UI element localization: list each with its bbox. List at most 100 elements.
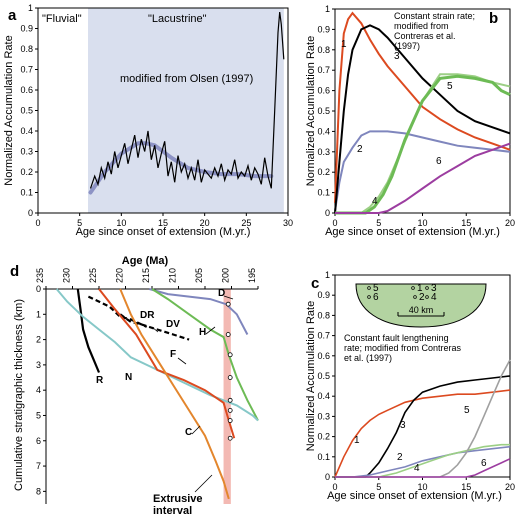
d-marker [227, 408, 233, 413]
c-series-1 [334, 389, 511, 478]
b-series-6 [335, 142, 511, 214]
panel-d-ylabel: Cumulative stratigraphic thickness (km) [13, 299, 25, 491]
d-curve-label: DV [166, 319, 180, 330]
c-series-4 [335, 443, 510, 478]
d-marker [227, 375, 233, 380]
a-x-tick-label: 10 [116, 218, 126, 228]
panel-b-xlabel: Age since onset of extension (M.yr.) [325, 226, 500, 238]
b-y-tick-label: 1 [325, 4, 330, 14]
d-curve-label: H [199, 327, 206, 338]
d-x-tick-label: 215 [141, 268, 151, 283]
c-x-tick-label: 10 [417, 482, 427, 492]
inset-point [367, 286, 371, 290]
inset-point-label: 3 [431, 283, 437, 294]
panel-a-letter: a [8, 7, 17, 24]
b-y-tick-label: 0.4 [317, 126, 330, 136]
a-y-tick-label: 0.3 [20, 147, 33, 157]
b-x-tick-label: 20 [505, 218, 515, 228]
d-marker [227, 418, 233, 423]
d-marker [225, 301, 231, 307]
region-label-fluvial: "Fluvial" [42, 13, 82, 25]
d-x-tick-label: 195 [247, 268, 257, 283]
b-series-2 [334, 130, 511, 212]
d-leader-line [223, 295, 234, 300]
c-series-2 [335, 445, 511, 478]
d-marker [227, 352, 233, 358]
a-x-tick-label: 0 [35, 218, 40, 228]
d-series-H [151, 288, 259, 421]
lacustrine-shading [88, 8, 284, 213]
a-y-tick-label: 0.8 [20, 44, 33, 54]
extrusive-interval-label: Extrusive interval [153, 493, 203, 516]
panel-d: 235 230 225 220 215 210 205 200 195 0 1 2 3 4 5 6 7 8 d Age… [10, 255, 259, 516]
c-curve-label: 2 [397, 452, 403, 463]
b-y-tick-label: 0.6 [317, 86, 330, 96]
panel-c-xlabel: Age since onset of extension (M.yr.) [327, 490, 502, 502]
d-y-tick-label: 1 [36, 309, 41, 319]
d-y-tick-label: 4 [36, 385, 41, 395]
inset-basin [355, 283, 487, 328]
c-curve-label: 3 [400, 420, 406, 431]
d-curve-label: C [185, 427, 192, 438]
panel-b: 00.10.20.30.40.50.60.70.80.910 5 10 15 20bCo… [305, 4, 515, 238]
d-series-DV [119, 313, 190, 341]
d-y-tick-label: 3 [36, 360, 41, 370]
b-curve-label: 6 [436, 156, 442, 167]
c-y-tick-label: 0.4 [317, 391, 330, 401]
c-y-tick-label: 0.1 [317, 452, 330, 462]
b-y-tick-label: 0.9 [317, 24, 330, 34]
b-curve-label: 1 [341, 39, 347, 50]
d-leader-line [177, 357, 187, 365]
inset-point [367, 295, 371, 299]
b-curve-label: 4 [372, 196, 378, 207]
a-y-tick-label: 0 [28, 208, 33, 218]
c-curve-label: 5 [464, 405, 470, 416]
panel-c-letter: c [311, 275, 319, 292]
c-x-tick-label: 15 [461, 482, 471, 492]
a-x-tick-label: 20 [200, 218, 210, 228]
b-x-tick-label: 5 [376, 218, 381, 228]
b-x-tick-label: 0 [332, 218, 337, 228]
b-x-tick-label: 15 [461, 218, 471, 228]
d-y-tick-label: 6 [36, 436, 41, 446]
a-y-tick-label: 0.7 [20, 65, 33, 75]
a-x-tick-label: 15 [158, 218, 168, 228]
d-x-tick-label: 205 [194, 268, 204, 283]
c-series-6 [335, 458, 511, 478]
extrusive-band [223, 289, 231, 504]
b-series-1 [334, 11, 511, 203]
d-leader-line [151, 326, 159, 333]
d-curve-label: DR [140, 310, 155, 321]
panel-a: 00.10.20.30.40.50.60.70.80.910 5 10 15 20 25 3… [3, 3, 293, 238]
b-y-tick-label: 0.5 [317, 106, 330, 116]
d-y-tick-label: 7 [36, 461, 41, 471]
c-curve-label: 1 [354, 435, 360, 446]
d-x-tick-label: 200 [221, 268, 231, 283]
panel-c: 00.10.20.30.40.50.60.70.80.910 5 10 15 20c 56… [305, 270, 515, 502]
panel-a-ylabel: Normalized Accumulation Rate [3, 35, 15, 185]
d-y-tick-label: 8 [36, 486, 41, 496]
c-y-tick-label: 0.5 [317, 371, 330, 381]
d-leader-line [194, 474, 213, 493]
d-series-R [76, 288, 101, 373]
c-y-tick-label: 0.7 [317, 331, 330, 341]
b-series-3 [334, 24, 511, 214]
d-y-tick-label: 0 [36, 284, 41, 294]
b-x-tick-label: 10 [417, 218, 427, 228]
c-y-tick-label: 1 [325, 270, 330, 280]
inset-point [413, 295, 417, 299]
c-y-tick-label: 0.3 [317, 411, 330, 421]
d-series-D [149, 288, 249, 335]
panel-c-annotation: Constant fault lengthening rate; modified… [344, 333, 462, 363]
d-series-C [119, 288, 230, 500]
a-y-tick-label: 0.9 [20, 24, 33, 34]
panel-d-letter: d [10, 263, 19, 280]
a-y-tick-label: 0.6 [20, 85, 33, 95]
a-y-tick-label: 0.4 [20, 126, 33, 136]
c-x-tick-label: 5 [376, 482, 381, 492]
a-x-tick-label: 30 [283, 218, 293, 228]
panel-b-ylabel: Normalized Accumulation Rate [305, 36, 317, 186]
panel-b-annotation: Constant strain rate; modified from Contre… [394, 11, 475, 51]
inset-point-label: 4 [431, 292, 437, 303]
d-marker [227, 435, 233, 441]
